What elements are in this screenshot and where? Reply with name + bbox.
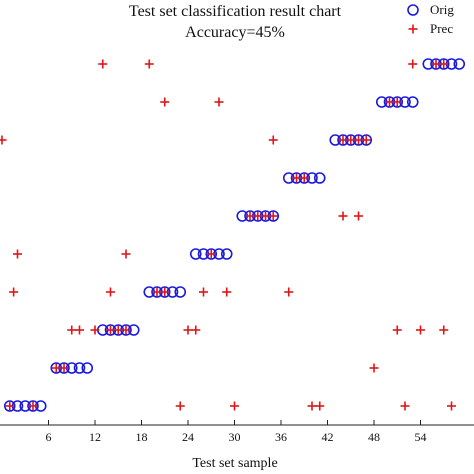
predicted-point (113, 325, 123, 335)
predicted-point (447, 401, 456, 411)
chart-title: Test set classification result chart (129, 3, 342, 20)
predicted-point (98, 59, 108, 69)
predicted-point (408, 59, 418, 69)
predicted-point (338, 135, 348, 145)
predicted-point (199, 287, 208, 297)
predicted-point (59, 363, 69, 373)
predicted-point (369, 363, 379, 373)
x-axis-label: Test set sample (192, 456, 277, 471)
predicted-point (354, 135, 363, 145)
predicted-point (13, 249, 22, 259)
x-tick-label: 12 (89, 430, 101, 444)
predicted-point (307, 401, 317, 411)
predicted-point (106, 287, 115, 297)
x-tick-labels: 6 12 18 24 30 36 42 48 54 (46, 420, 427, 444)
predicted-point (75, 325, 84, 335)
predicted-point (268, 135, 278, 145)
original-point (174, 286, 187, 298)
predicted-point (0, 135, 7, 145)
predicted-point (315, 401, 325, 411)
predicted-point (416, 325, 425, 335)
predicted-point (191, 325, 201, 335)
predicted-point (175, 401, 185, 411)
predicted-point (90, 325, 100, 335)
predicted-point (144, 59, 154, 69)
x-tick-label: 36 (275, 430, 287, 444)
predicted-point (392, 97, 402, 107)
predicted-point (245, 211, 255, 221)
legend: Orig Prec (407, 2, 454, 36)
x-tick-label: 6 (46, 430, 52, 444)
predicted-point (354, 211, 363, 221)
predicted-point (206, 249, 216, 259)
original-point (73, 362, 86, 374)
predicted-point (385, 97, 394, 107)
x-tick-label: 18 (136, 430, 148, 444)
predicted-point (214, 97, 224, 107)
predicted-point (346, 135, 356, 145)
predicted-point (5, 401, 15, 411)
predicted-point (160, 97, 170, 107)
predicted-point (160, 287, 170, 297)
x-tick-label: 42 (322, 430, 334, 444)
predicted-point (152, 287, 162, 297)
original-point (453, 58, 466, 70)
predicted-point (439, 325, 449, 335)
original-point (189, 248, 202, 260)
original-point (220, 248, 233, 260)
original-point (313, 172, 326, 184)
predicted-point (253, 211, 263, 221)
legend-predicted-marker (408, 24, 418, 34)
predicted-point (400, 401, 410, 411)
original-point (27, 400, 39, 412)
legend-original-label: Orig (430, 2, 454, 17)
predicted-point (299, 173, 309, 183)
predicted-point (392, 325, 402, 335)
original-point (81, 362, 94, 374)
predicted-point (230, 401, 239, 411)
predicted-point (284, 287, 294, 297)
original-point (3, 400, 16, 412)
x-tick-label: 24 (182, 430, 194, 444)
predicted-point (222, 287, 232, 297)
predicted-point (51, 363, 61, 373)
x-tick-label: 48 (368, 430, 380, 444)
x-tick-label: 54 (415, 430, 427, 444)
legend-predicted-label: Prec (430, 21, 453, 36)
predicted-point (121, 325, 131, 335)
predicted-point (106, 325, 115, 335)
predicted-point (268, 211, 278, 221)
predicted-point (67, 325, 77, 335)
predicted-point (292, 173, 301, 183)
chart-subtitle: Accuracy=45% (185, 24, 285, 41)
original-point (406, 96, 419, 108)
predicted-point (9, 287, 19, 297)
predicted-point (261, 211, 270, 221)
predicted-point (361, 135, 371, 145)
predicted-point (28, 401, 38, 411)
predicted-point (439, 59, 449, 69)
original-point (205, 248, 218, 260)
predicted-point (338, 211, 348, 221)
data-marks (0, 58, 466, 412)
legend-original-marker (407, 4, 419, 16)
predicted-point (121, 249, 131, 259)
x-tick-label: 30 (229, 430, 241, 444)
predicted-point (431, 59, 441, 69)
predicted-point (183, 325, 193, 335)
legend-plus-glyph (408, 24, 418, 34)
